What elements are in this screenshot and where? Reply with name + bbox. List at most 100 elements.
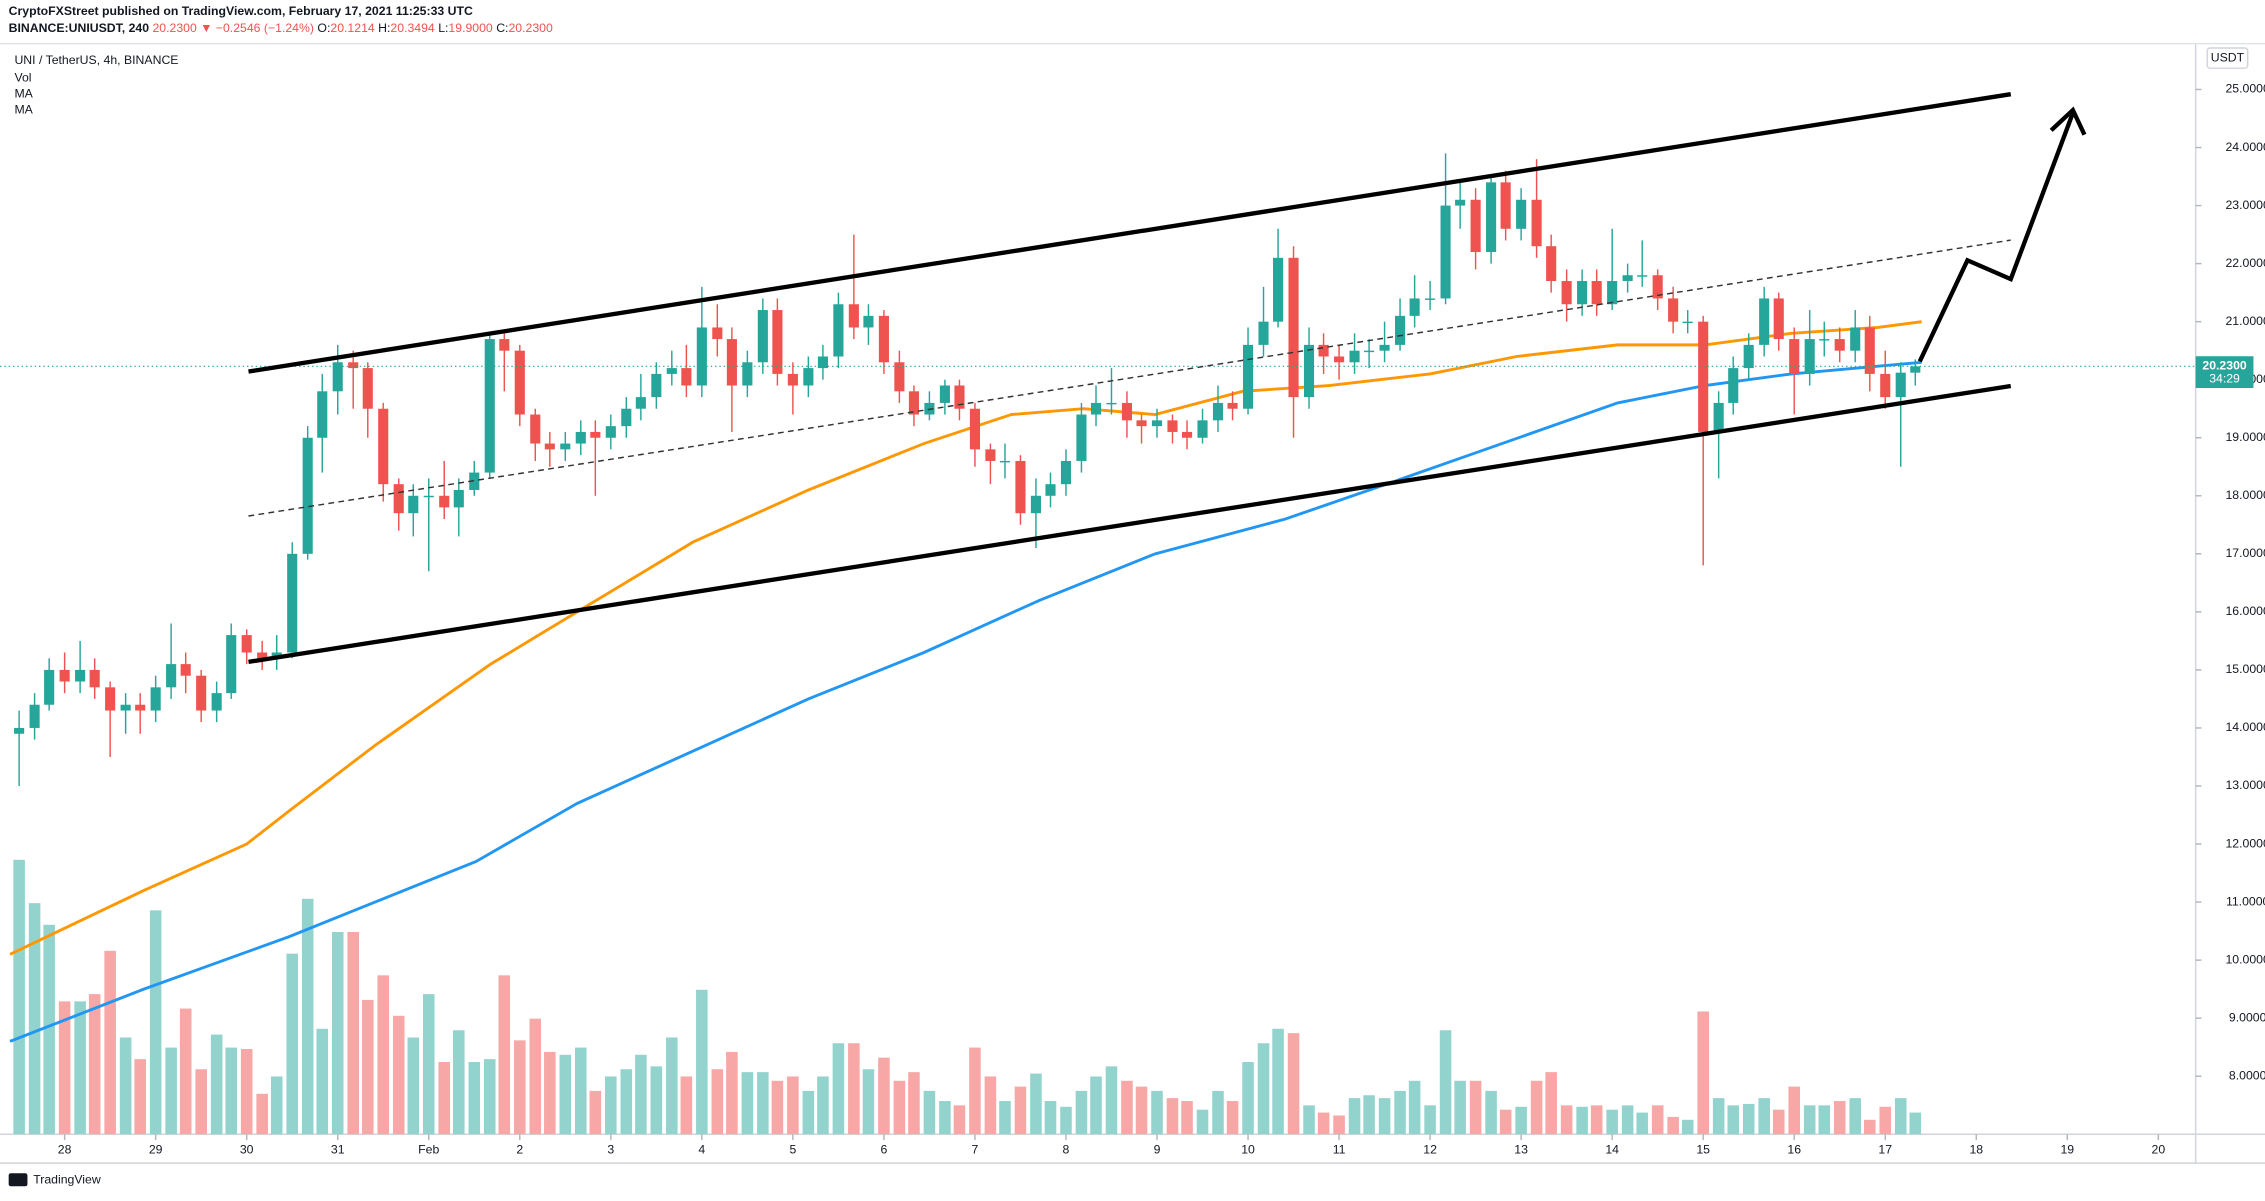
candle-body — [1864, 327, 1875, 374]
volume-bar — [817, 1076, 829, 1135]
candle-body — [166, 664, 177, 688]
volume-bar — [1681, 1119, 1694, 1135]
candle-body — [894, 362, 905, 392]
candle-body — [999, 460, 1011, 463]
candle-body — [787, 373, 798, 386]
candle-body — [1834, 339, 1845, 351]
volume-bar — [1530, 1080, 1543, 1135]
o-value: 20.1214 — [330, 21, 375, 35]
y-tick-label: 15.0000 — [2225, 662, 2265, 676]
volume-bar — [1863, 1119, 1876, 1135]
h-label: H: — [378, 21, 390, 35]
volume-bar — [1560, 1105, 1573, 1135]
candle-body — [726, 339, 737, 386]
volume-bar — [1772, 1109, 1785, 1135]
volume-bar — [1166, 1098, 1179, 1135]
x-tick-label: 11 — [1333, 1142, 1346, 1156]
candle-body — [1409, 298, 1420, 316]
volume-bar — [1333, 1115, 1345, 1135]
volume-bar — [1075, 1090, 1088, 1135]
legend-ma: MA — [14, 86, 33, 100]
volume-bar — [1030, 1073, 1042, 1135]
l-value: 19.9000 — [448, 21, 493, 35]
volume-bar — [1515, 1106, 1527, 1135]
candle-body — [878, 315, 889, 363]
candle-body — [332, 362, 343, 392]
x-tick-label: 2 — [516, 1142, 523, 1156]
volume-bar — [1060, 1106, 1072, 1135]
candle-body — [1470, 199, 1481, 253]
volume-bar — [635, 1054, 647, 1135]
volume-bar — [802, 1090, 815, 1135]
candle-body — [302, 437, 313, 554]
volume-bar — [787, 1076, 799, 1135]
volume-bar — [1894, 1098, 1907, 1135]
candle-body — [1516, 199, 1527, 229]
candle-body — [1819, 339, 1830, 341]
candle-body — [1394, 315, 1406, 345]
x-tick-label: 6 — [880, 1142, 887, 1156]
x-tick-label: 29 — [149, 1142, 163, 1156]
candle-body — [1591, 281, 1602, 305]
volume-bar — [1212, 1090, 1224, 1135]
candle-body — [1713, 402, 1724, 432]
volume-bar — [240, 1049, 253, 1135]
volume-bar — [28, 903, 41, 1135]
volume-bar — [1833, 1101, 1846, 1135]
volume-bar — [726, 1051, 738, 1135]
volume-bar — [377, 975, 390, 1135]
logo-icon[interactable] — [8, 1173, 28, 1187]
o-label: O: — [317, 21, 330, 35]
volume-bar — [483, 1059, 496, 1135]
candle-body — [180, 664, 191, 676]
volume-bar — [1667, 1116, 1679, 1135]
candle-body — [1607, 281, 1618, 305]
candle-body — [1698, 321, 1709, 432]
volume-bar — [771, 1080, 784, 1135]
candle-body — [1015, 460, 1026, 514]
candle-body — [226, 635, 237, 694]
y-tick-label: 23.0000 — [2225, 198, 2265, 212]
candle-body — [1682, 321, 1693, 324]
candle-body — [1773, 298, 1784, 340]
volume-bar — [195, 1069, 207, 1135]
moving-average — [9, 320, 1922, 956]
volume-bar — [165, 1047, 177, 1135]
candle-body — [1500, 182, 1511, 229]
candle-body — [1637, 275, 1648, 277]
x-tick-label: 31 — [331, 1142, 345, 1156]
volume-bar — [1348, 1098, 1361, 1135]
candle-body — [1895, 372, 1906, 398]
candle-body — [1880, 373, 1891, 398]
volume-bar — [1196, 1109, 1209, 1135]
volume-bar — [696, 989, 708, 1135]
symbol: BINANCE:UNIUSDT, 240 — [9, 21, 150, 35]
candle-body — [863, 315, 874, 328]
logo-text[interactable]: TradingView — [33, 1173, 101, 1187]
candle-body — [1090, 402, 1102, 415]
y-tick-label: 16.0000 — [2225, 604, 2265, 618]
volume-bar — [1105, 1066, 1118, 1135]
y-tick-label: 21.0000 — [2225, 314, 2265, 328]
candle-body — [575, 431, 586, 444]
unit-label[interactable]: USDT — [2211, 50, 2245, 64]
volume-bar — [134, 1059, 146, 1135]
y-tick-label: 18.0000 — [2225, 488, 2265, 502]
volume-bar — [544, 1051, 556, 1135]
candle-body — [1273, 257, 1284, 322]
candle-body — [150, 687, 161, 711]
x-tick-label: 4 — [698, 1142, 705, 1156]
y-tick-label: 24.0000 — [2225, 140, 2265, 154]
volume-bar — [438, 1062, 451, 1135]
candle-body — [1546, 246, 1557, 282]
footer-logo[interactable]: TradingView — [8, 1173, 101, 1187]
l-label: L: — [438, 21, 448, 35]
candle-body — [1440, 205, 1451, 299]
volume-bar — [1712, 1098, 1725, 1135]
volume-bar — [316, 1028, 329, 1135]
volume-bar — [119, 1037, 132, 1135]
unit-box[interactable] — [2206, 47, 2249, 69]
volume-bar — [1135, 1086, 1148, 1135]
candle-body — [120, 704, 131, 711]
